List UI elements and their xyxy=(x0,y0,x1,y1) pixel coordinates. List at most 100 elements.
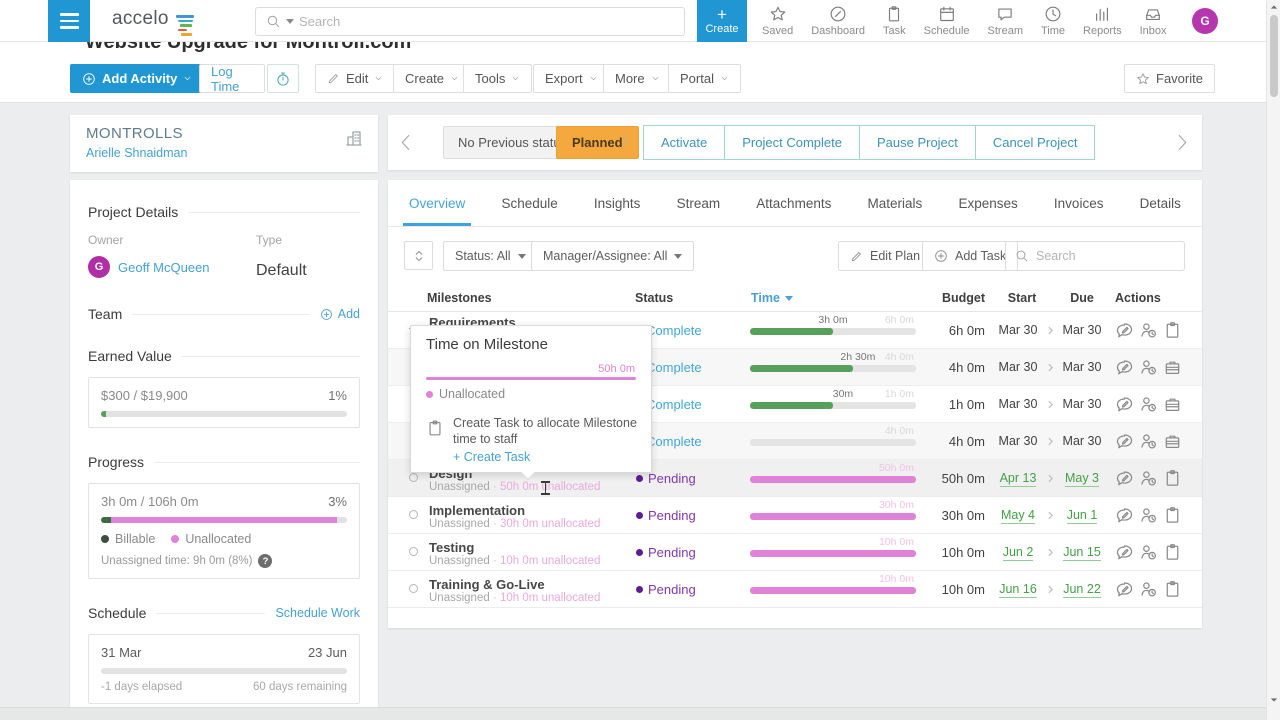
help-icon[interactable]: ? xyxy=(258,554,273,568)
person-clock-icon[interactable] xyxy=(1139,469,1158,488)
milestone-row-testing[interactable]: Testing Unassigned · 10h 0m unallocated Pe… xyxy=(388,534,1202,571)
start-date[interactable]: Apr 13 xyxy=(999,471,1037,487)
portal-menu-button[interactable]: Portal xyxy=(668,64,741,93)
clipboard-icon[interactable] xyxy=(1163,321,1182,340)
milestone-row-training-go-live[interactable]: Training & Go-Live Unassigned · 10h 0m un… xyxy=(388,571,1202,608)
more-menu-button[interactable]: More xyxy=(603,64,672,93)
milestone-name[interactable]: Testing xyxy=(429,540,475,555)
clipboard-icon[interactable] xyxy=(1163,543,1182,562)
expand-collapse-button[interactable] xyxy=(404,241,433,270)
column-time-sort[interactable]: Time xyxy=(751,291,793,305)
global-search-input[interactable] xyxy=(299,14,674,29)
status-action-activate[interactable]: Activate xyxy=(643,125,726,160)
chevron-left-icon[interactable] xyxy=(400,133,411,152)
bubble-pencil-icon[interactable] xyxy=(1115,395,1134,414)
milestone-status-circle-icon[interactable] xyxy=(409,547,418,556)
bubble-pencil-icon[interactable] xyxy=(1115,543,1134,562)
due-date[interactable]: May 3 xyxy=(1064,471,1100,487)
manager-assignee-filter-dropdown[interactable]: Manager/Assignee: All xyxy=(531,241,695,271)
status-filter-dropdown[interactable]: Status: All xyxy=(443,241,538,271)
nav-item-stream[interactable]: Stream xyxy=(979,0,1032,42)
briefcase-icon[interactable] xyxy=(1163,432,1182,451)
team-add-button[interactable]: Add xyxy=(320,307,360,321)
accelo-logo[interactable]: accelo xyxy=(112,8,194,36)
person-clock-icon[interactable] xyxy=(1139,543,1158,562)
start-date[interactable]: Jun 16 xyxy=(999,582,1037,598)
clipboard-icon[interactable] xyxy=(1163,580,1182,599)
add-task-button[interactable]: Add Task xyxy=(922,241,1019,271)
edit-button[interactable]: Edit xyxy=(315,64,396,93)
briefcase-icon[interactable] xyxy=(1163,358,1182,377)
milestone-row-implementation[interactable]: Implementation Unassigned · 30h 0m unallo… xyxy=(388,497,1202,534)
tab-attachments[interactable]: Attachments xyxy=(756,195,832,211)
status-action-cancel-project[interactable]: Cancel Project xyxy=(974,125,1096,160)
tab-overview[interactable]: Overview xyxy=(402,180,472,226)
due-date[interactable]: Jun 15 xyxy=(1063,545,1101,561)
bubble-pencil-icon[interactable] xyxy=(1115,358,1134,377)
contact-link[interactable]: Arielle Shnaidman xyxy=(86,146,188,160)
person-clock-icon[interactable] xyxy=(1139,321,1158,340)
status-action-pause-project[interactable]: Pause Project xyxy=(858,125,976,160)
start-date[interactable]: Jun 2 xyxy=(1002,545,1034,561)
nav-item-time[interactable]: Time xyxy=(1032,0,1074,42)
export-menu-button[interactable]: Export xyxy=(533,64,610,93)
tab-insights[interactable]: Insights xyxy=(593,195,641,211)
milestone-status-circle-icon[interactable] xyxy=(409,473,418,482)
person-clock-icon[interactable] xyxy=(1139,432,1158,451)
schedule-work-link[interactable]: Schedule Work xyxy=(275,606,360,620)
scroll-up-icon[interactable] xyxy=(1270,3,1278,11)
create-button[interactable]: + Create xyxy=(697,0,747,42)
owner-name-link[interactable]: Geoff McQueen xyxy=(118,259,210,275)
bubble-pencil-icon[interactable] xyxy=(1115,469,1134,488)
vertical-scrollbar[interactable] xyxy=(1266,0,1280,720)
status-action-project-complete[interactable]: Project Complete xyxy=(724,125,860,160)
scrollbar-thumb[interactable] xyxy=(1269,15,1278,97)
search-scope-chevron-icon[interactable] xyxy=(286,19,294,24)
due-date[interactable]: Jun 22 xyxy=(1063,582,1101,598)
edit-plan-button[interactable]: Edit Plan xyxy=(838,241,933,271)
hamburger-menu-icon[interactable] xyxy=(48,0,90,42)
person-clock-icon[interactable] xyxy=(1139,358,1158,377)
timer-button[interactable] xyxy=(267,64,299,93)
bubble-pencil-icon[interactable] xyxy=(1115,580,1134,599)
tab-schedule[interactable]: Schedule xyxy=(501,195,558,211)
milestone-status-circle-icon[interactable] xyxy=(409,510,418,519)
bubble-pencil-icon[interactable] xyxy=(1115,321,1134,340)
nav-item-schedule[interactable]: Schedule xyxy=(915,0,979,42)
clipboard-icon[interactable] xyxy=(1163,506,1182,525)
nav-item-task[interactable]: Task xyxy=(874,0,915,42)
briefcase-icon[interactable] xyxy=(1163,395,1182,414)
owner-avatar[interactable]: G xyxy=(88,256,110,278)
bubble-pencil-icon[interactable] xyxy=(1115,506,1134,525)
person-clock-icon[interactable] xyxy=(1139,506,1158,525)
tab-invoices[interactable]: Invoices xyxy=(1053,195,1104,211)
add-activity-button[interactable]: Add Activity xyxy=(70,64,205,93)
tools-menu-button[interactable]: Tools xyxy=(463,64,533,93)
person-clock-icon[interactable] xyxy=(1139,395,1158,414)
start-date[interactable]: May 4 xyxy=(1000,508,1036,524)
clipboard-icon[interactable] xyxy=(1163,469,1182,488)
nav-item-reports[interactable]: Reports xyxy=(1074,0,1131,42)
nav-item-saved[interactable]: Saved xyxy=(753,0,802,42)
person-clock-icon[interactable] xyxy=(1139,580,1158,599)
milestone-search-input[interactable] xyxy=(1036,249,1175,263)
bubble-pencil-icon[interactable] xyxy=(1115,432,1134,451)
tab-materials[interactable]: Materials xyxy=(867,195,923,211)
milestone-name[interactable]: Implementation xyxy=(429,503,526,518)
milestone-name[interactable]: Training & Go-Live xyxy=(429,577,545,592)
milestone-search[interactable] xyxy=(1005,241,1185,271)
tab-details[interactable]: Details xyxy=(1139,195,1181,211)
nav-item-dashboard[interactable]: Dashboard xyxy=(802,0,874,42)
user-avatar[interactable]: G xyxy=(1192,8,1218,34)
nav-item-inbox[interactable]: Inbox xyxy=(1131,0,1176,42)
horizontal-scrollbar[interactable] xyxy=(0,707,1266,720)
tab-expenses[interactable]: Expenses xyxy=(958,195,1018,211)
global-search[interactable] xyxy=(255,7,685,36)
tab-stream[interactable]: Stream xyxy=(676,195,721,211)
log-time-button[interactable]: Log Time xyxy=(199,64,265,94)
milestone-status-circle-icon[interactable] xyxy=(409,584,418,593)
due-date[interactable]: Jun 1 xyxy=(1066,508,1098,524)
create-menu-button[interactable]: Create xyxy=(393,64,472,93)
tooltip-create-task-link[interactable]: + Create Task xyxy=(453,450,531,464)
chevron-right-icon[interactable] xyxy=(1177,133,1188,152)
